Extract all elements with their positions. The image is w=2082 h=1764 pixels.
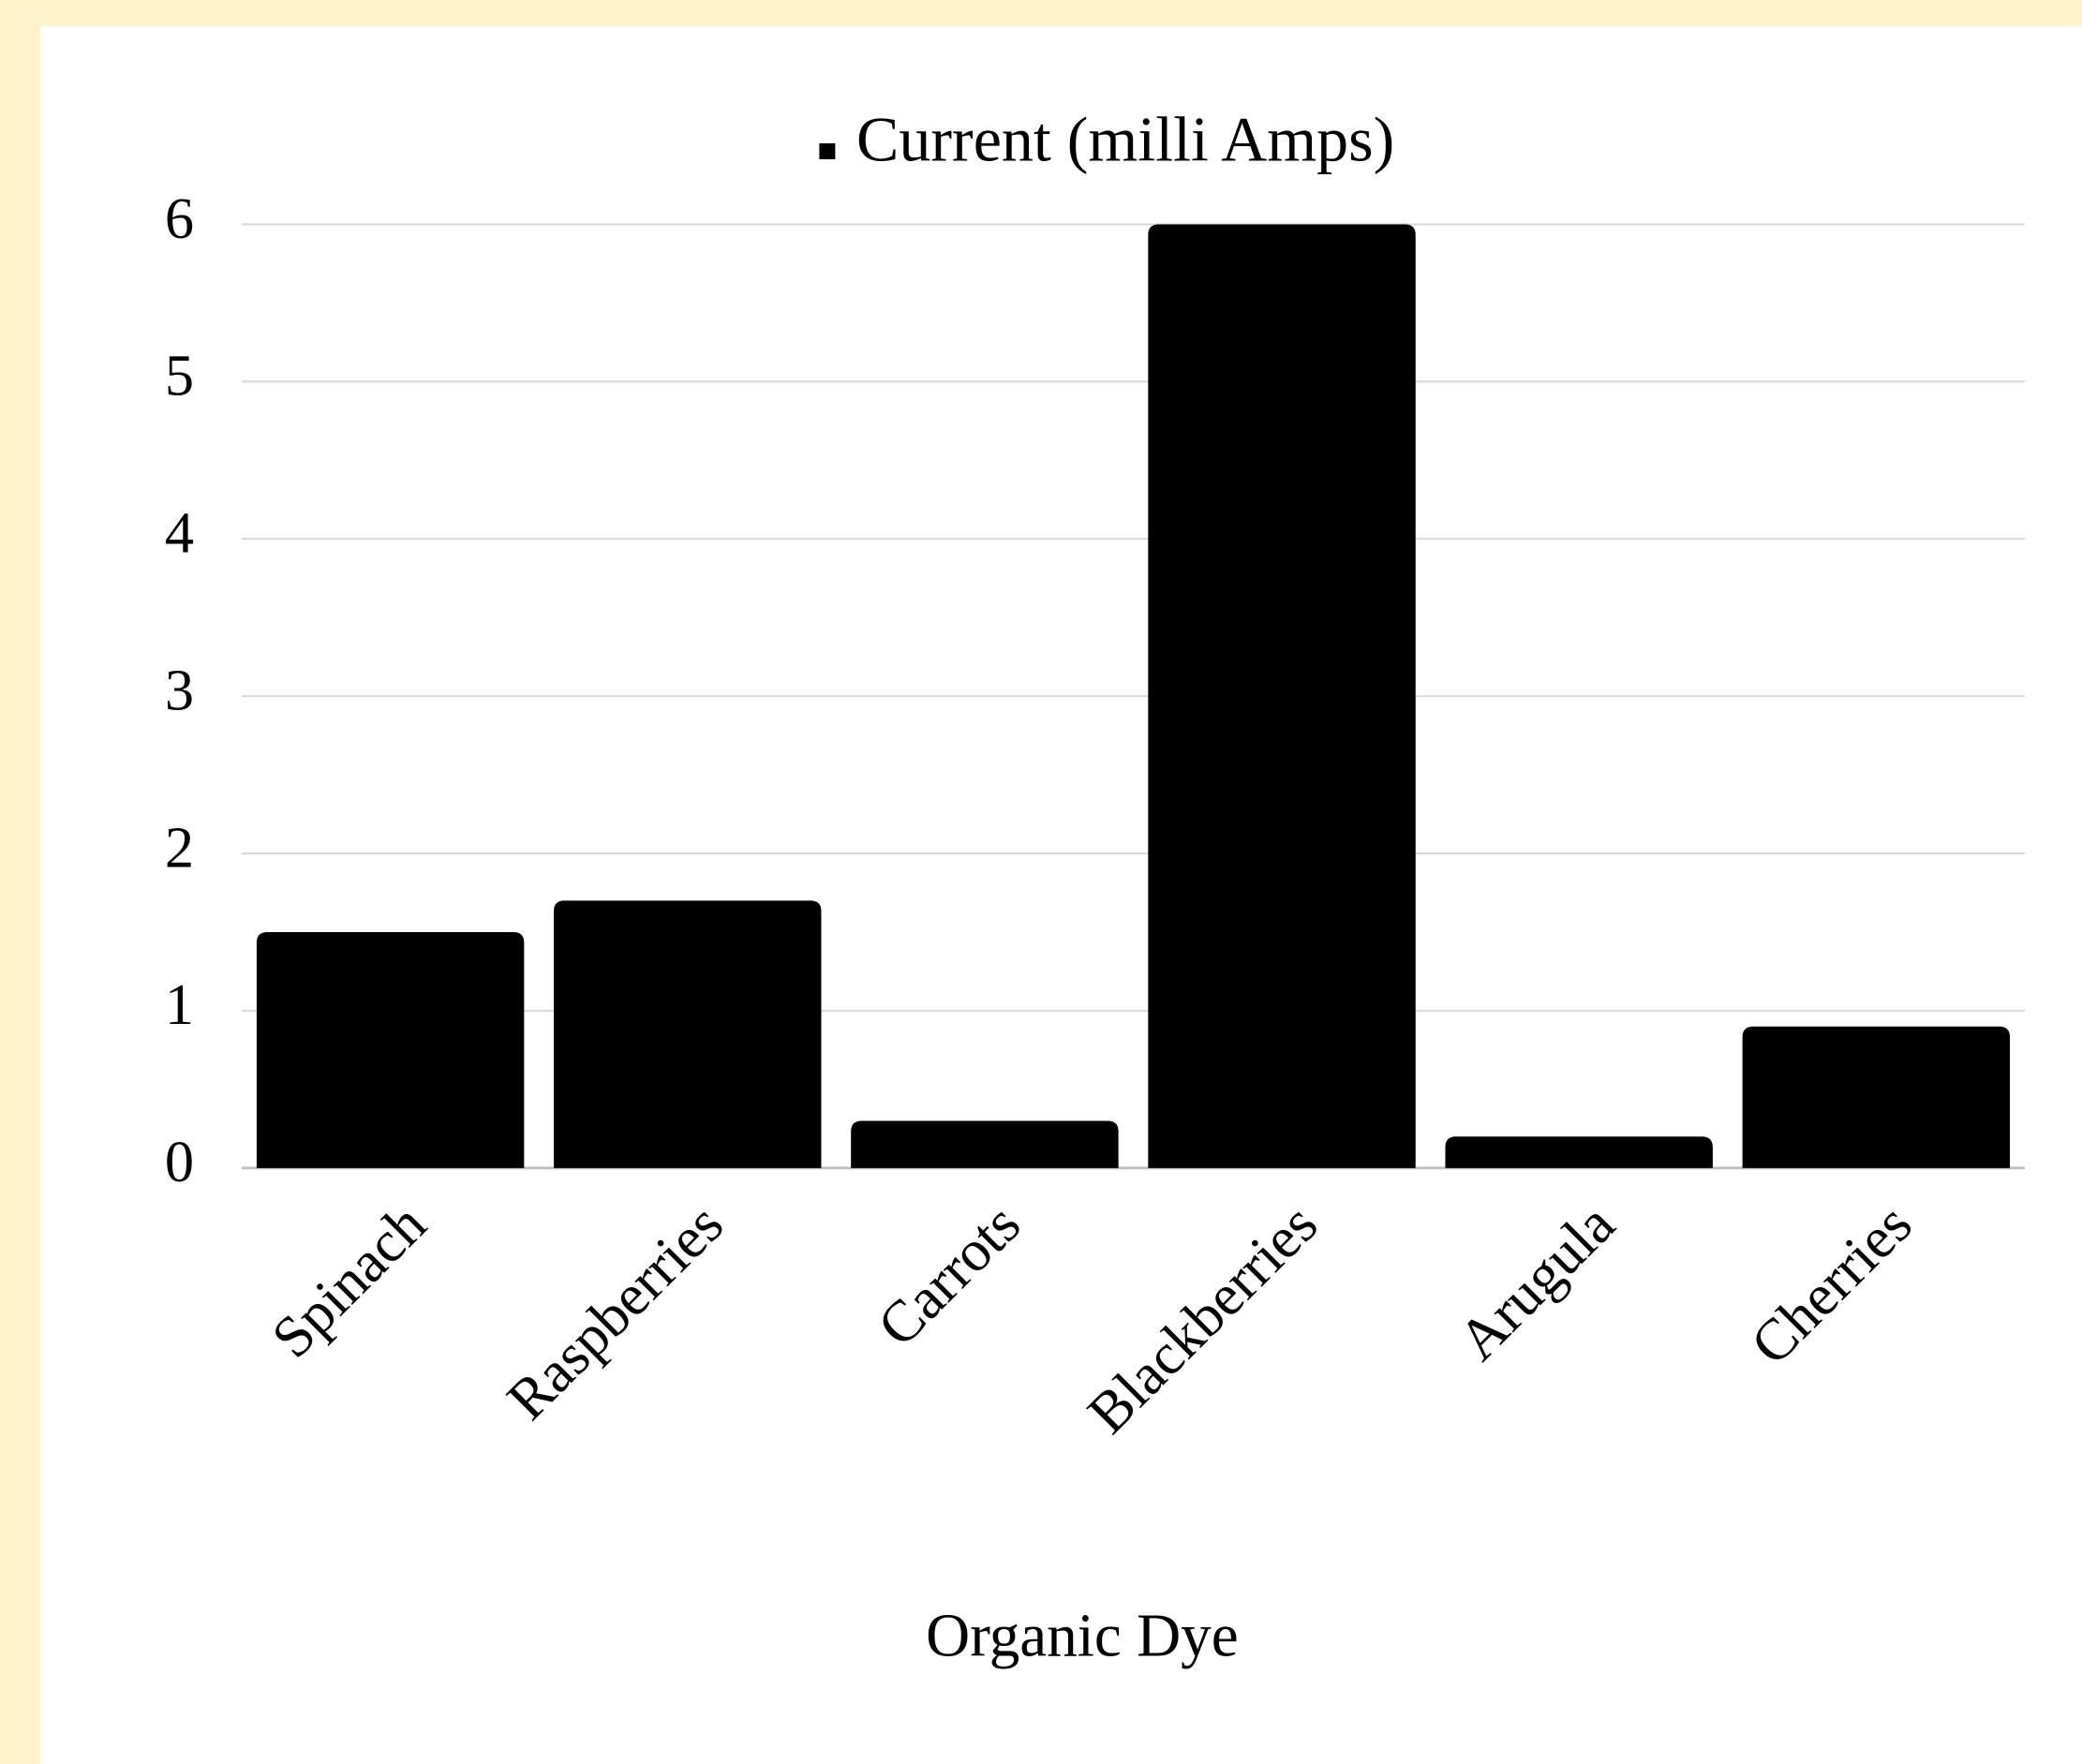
chart-panel [39, 26, 2082, 1764]
bar [851, 1120, 1119, 1168]
bar [1445, 1136, 1713, 1168]
y-tick-label: 2 [165, 815, 194, 880]
y-tick-label: 5 [165, 344, 194, 408]
legend-label: Current (milli Amps) [856, 103, 1394, 174]
y-tick-label: 6 [165, 186, 194, 251]
y-tick-label: 3 [165, 658, 194, 722]
x-axis-title: Organic Dye [926, 1603, 1239, 1670]
y-tick-label: 4 [165, 501, 194, 566]
bar [1148, 224, 1416, 1168]
y-tick-label: 0 [165, 1130, 194, 1194]
bar [256, 931, 525, 1168]
bar [554, 900, 822, 1168]
y-tick-label: 1 [165, 972, 194, 1037]
legend-swatch [819, 143, 836, 160]
bar [1742, 1026, 2011, 1168]
